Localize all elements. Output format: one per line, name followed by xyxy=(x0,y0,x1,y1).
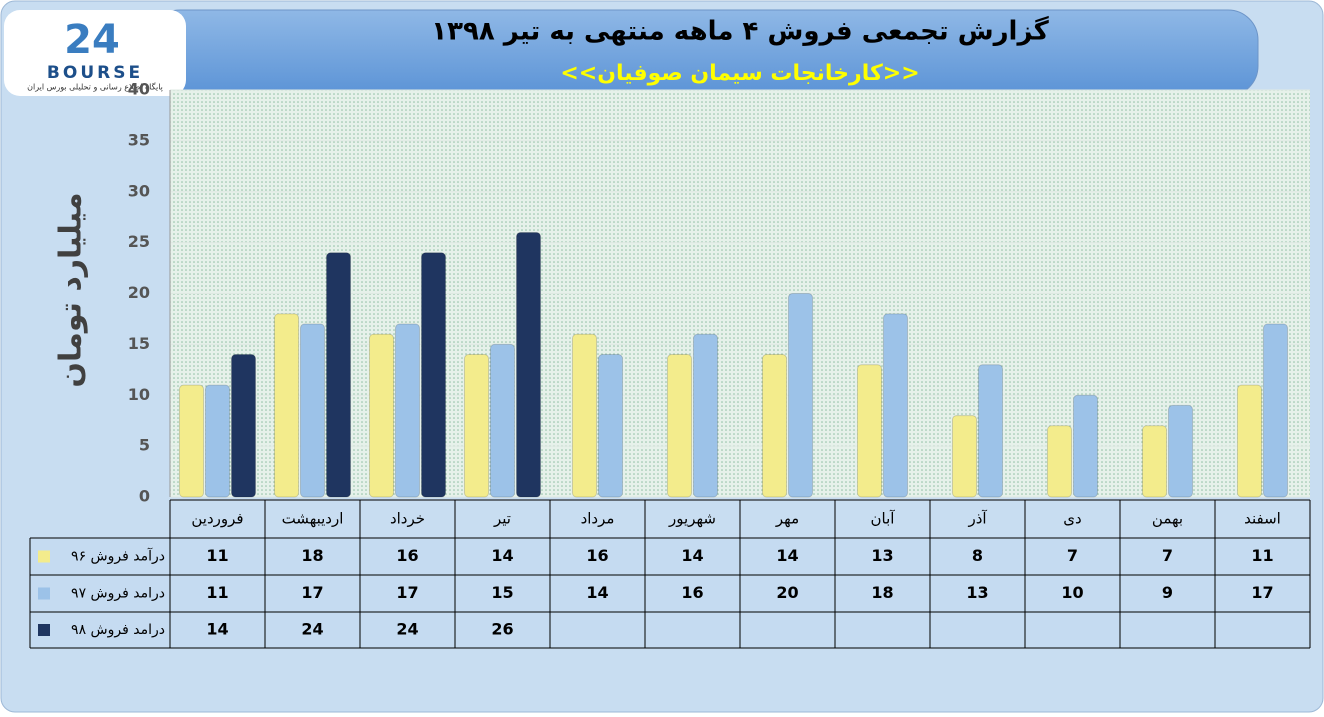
table-value: 8 xyxy=(972,546,983,565)
x-tick-label: آبان xyxy=(871,510,896,528)
y-axis-label: میلیارد تومان xyxy=(54,192,89,387)
y-tick-label: 35 xyxy=(128,130,150,149)
table-value: 24 xyxy=(301,620,323,639)
table-value: 14 xyxy=(586,583,608,602)
bar xyxy=(464,354,489,498)
table-value: 16 xyxy=(681,583,703,602)
bar xyxy=(598,354,623,498)
table-value: 14 xyxy=(681,546,703,565)
bar xyxy=(1168,404,1193,498)
x-tick-label: مرداد xyxy=(581,510,615,528)
legend-swatch xyxy=(38,587,50,600)
table-value: 7 xyxy=(1067,546,1078,565)
table-value: 15 xyxy=(491,583,513,602)
x-tick-label: اسفند xyxy=(1244,510,1281,528)
bar xyxy=(788,293,813,498)
table-value: 24 xyxy=(396,620,418,639)
logo-name: BOURSE xyxy=(47,63,143,83)
table-value: 18 xyxy=(871,583,893,602)
bar xyxy=(1047,425,1072,498)
table-value: 7 xyxy=(1162,546,1173,565)
table-value: 13 xyxy=(871,546,893,565)
y-tick-label: 0 xyxy=(139,487,150,506)
chart-title: گزارش تجمعی فروش ۴ ماهه منتهی به تیر ۱۳۹… xyxy=(431,16,1049,47)
table-value: 17 xyxy=(396,583,418,602)
table-value: 13 xyxy=(966,583,988,602)
x-tick-label: شهریور xyxy=(668,510,716,528)
y-tick-label: 10 xyxy=(128,385,150,404)
table-value: 14 xyxy=(776,546,798,565)
table-value: 26 xyxy=(491,620,513,639)
bar xyxy=(231,354,256,498)
bar xyxy=(857,364,882,498)
bar xyxy=(667,354,692,498)
bar xyxy=(326,252,351,498)
x-tick-label: اردیبهشت xyxy=(282,510,344,528)
table-value: 17 xyxy=(1251,583,1273,602)
bar xyxy=(395,323,420,498)
legend-swatch xyxy=(38,624,50,636)
bar xyxy=(369,333,394,498)
bar xyxy=(1237,384,1262,498)
table-value: 16 xyxy=(396,546,418,565)
bar xyxy=(978,364,1003,498)
table-value: 11 xyxy=(206,583,228,602)
table-bg xyxy=(30,538,1310,648)
x-tick-label: مهر xyxy=(775,510,799,528)
x-tick-label: بهمن xyxy=(1152,510,1183,528)
legend-label: درآمد فروش ۹۶ xyxy=(71,548,165,565)
bar xyxy=(572,333,597,498)
y-tick-label: 25 xyxy=(128,232,150,251)
bar xyxy=(300,323,325,498)
bar xyxy=(883,313,908,498)
y-tick-label: 20 xyxy=(128,283,150,302)
bar xyxy=(179,384,204,498)
table-value: 17 xyxy=(301,583,323,602)
logo-number: 24 xyxy=(64,17,120,63)
table-value: 14 xyxy=(206,620,228,639)
bar xyxy=(1142,425,1167,498)
x-tick-label: فروردین xyxy=(191,510,243,528)
table-value: 11 xyxy=(206,546,228,565)
bar xyxy=(490,343,515,498)
table-value: 16 xyxy=(586,546,608,565)
bar xyxy=(952,415,977,498)
chart-subtitle: <<کارخانجات سیمان صوفیان>> xyxy=(560,61,919,86)
table-value: 10 xyxy=(1061,583,1083,602)
bar xyxy=(421,252,446,498)
x-tick-label: تیر xyxy=(493,510,511,528)
logo-tagline: پایگاه اطلاع رسانی و تحلیلی بورس ایران xyxy=(27,82,163,92)
x-tick-label: آذر xyxy=(967,510,987,528)
y-tick-label: 40 xyxy=(128,80,150,99)
bar xyxy=(274,313,299,498)
table-value: 14 xyxy=(491,546,513,565)
y-tick-label: 15 xyxy=(128,334,150,353)
bar xyxy=(516,231,541,498)
x-tick-label: خرداد xyxy=(390,510,425,528)
bar xyxy=(762,354,787,498)
bar xyxy=(1263,323,1288,498)
legend-label: درامد فروش ۹۷ xyxy=(71,586,165,602)
table-value: 20 xyxy=(776,583,798,602)
table-value: 9 xyxy=(1162,583,1173,602)
x-tick-label: دی xyxy=(1063,510,1081,528)
bar xyxy=(205,384,230,498)
bar xyxy=(693,333,718,498)
legend-label: درامد فروش ۹۸ xyxy=(71,622,165,638)
legend-swatch xyxy=(38,550,50,563)
table-value: 18 xyxy=(301,546,323,565)
y-tick-label: 5 xyxy=(139,436,150,455)
table-value: 11 xyxy=(1251,546,1273,565)
logo-box xyxy=(4,10,186,96)
bar xyxy=(1073,394,1098,498)
y-tick-label: 30 xyxy=(128,181,150,200)
